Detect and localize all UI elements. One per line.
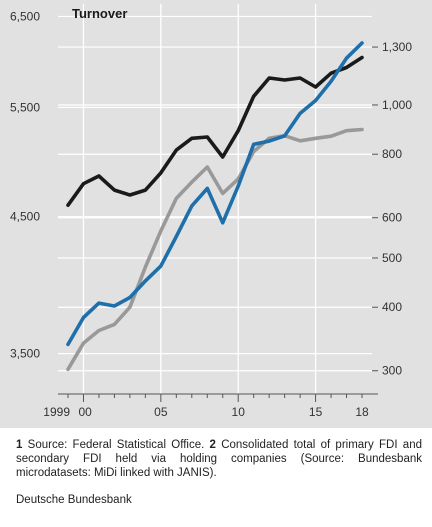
left-axis-tick-label: 6,500 <box>10 9 40 23</box>
right-axis-tick-label: 1,000 <box>382 98 412 112</box>
right-axis-tick-label: 500 <box>382 251 402 265</box>
x-axis-tick-label: 00 <box>78 405 92 419</box>
x-axis-tick-label: 05 <box>154 405 168 419</box>
chart-panel: 6,500 5,500 4,500 3,500 1,300 1,000 800 600 500 4… <box>0 0 432 428</box>
left-axis-tick-label: 3,500 <box>10 347 40 361</box>
source-label: Deutsche Bundesbank <box>16 494 132 506</box>
right-axis-tick-label: 1,300 <box>382 40 412 54</box>
footnote-number-1: 1 <box>16 439 23 451</box>
turnover-chart: 6,500 5,500 4,500 3,500 1,300 1,000 800 600 500 4… <box>10 4 412 419</box>
footnote-text-2: Consolidated total of primary FDI and se… <box>16 439 422 479</box>
x-axis-tick-label: 18 <box>355 405 369 419</box>
right-axis-tick-label: 400 <box>382 300 402 314</box>
series-line-1 <box>66 55 364 207</box>
x-axis-tick-label: 10 <box>232 405 246 419</box>
footnote: 1 Source: Federal Statistical Office. 2 … <box>16 438 422 480</box>
left-axis-tick-label: 4,500 <box>10 210 40 224</box>
x-axis-tick-label: 15 <box>309 405 323 419</box>
left-axis-tick-label: 5,500 <box>10 100 40 114</box>
footnote-number-2: 2 <box>209 439 216 451</box>
right-axis-tick-label: 300 <box>382 364 402 378</box>
x-axis-tick-label: 1999 <box>43 405 70 419</box>
right-axis-tick-label: 600 <box>382 211 402 225</box>
series-line-0 <box>66 41 364 347</box>
series-line-2 <box>66 127 364 372</box>
chart-title: Turnover <box>72 6 127 21</box>
footnote-text-1: Source: Federal Statistical Office. <box>22 439 210 451</box>
right-axis-tick-label: 800 <box>382 147 402 161</box>
